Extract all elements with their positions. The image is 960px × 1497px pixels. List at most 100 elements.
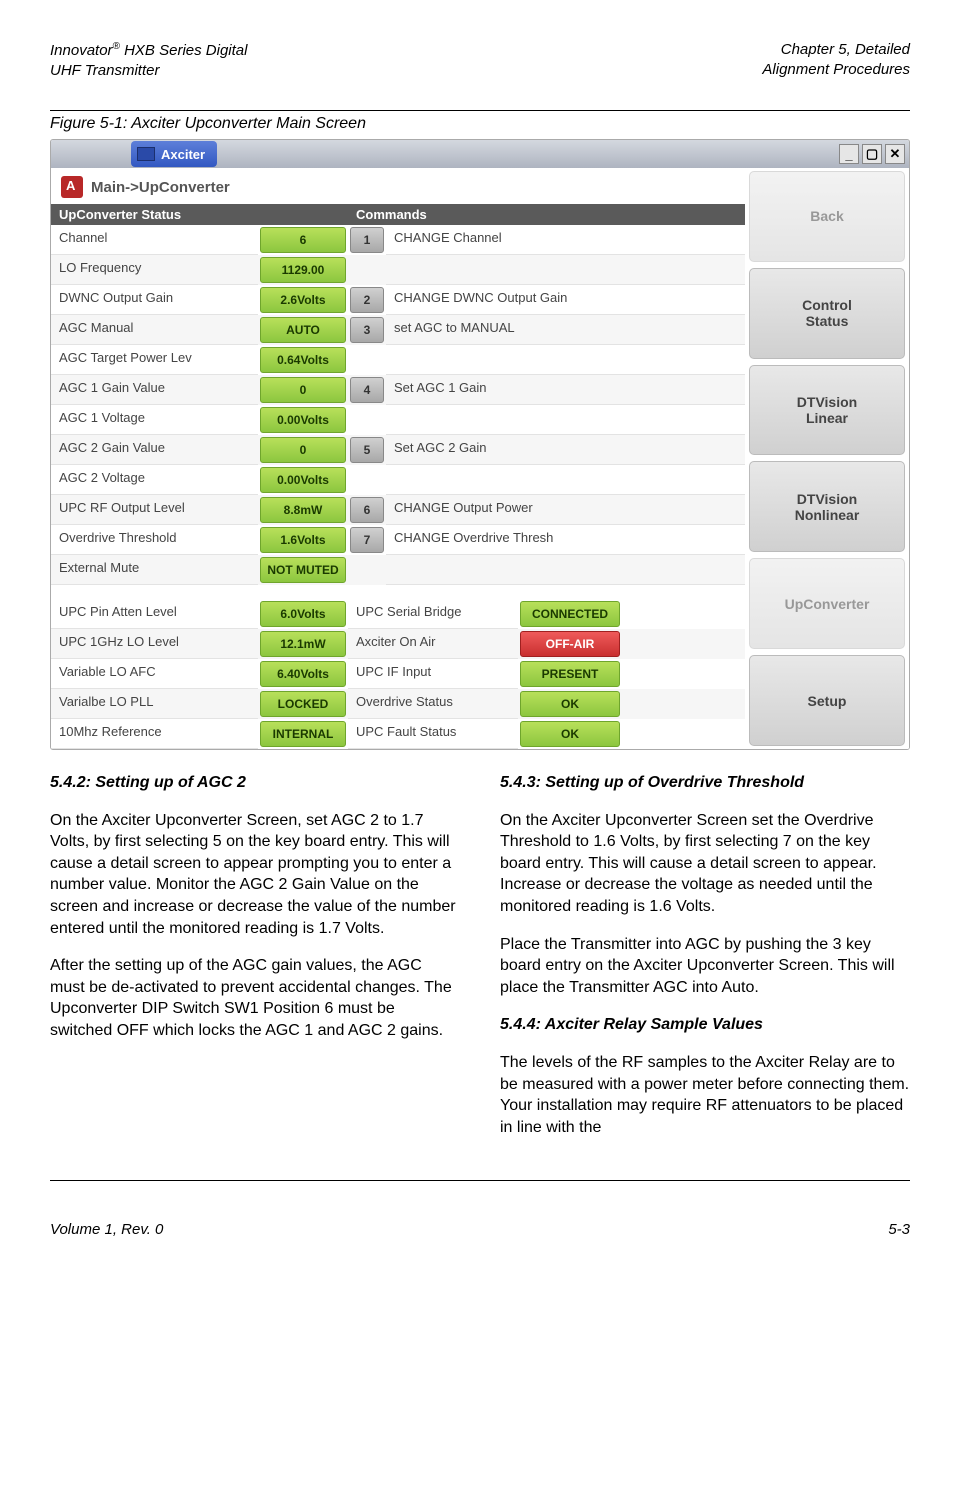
status-label: Channel: [51, 225, 258, 255]
status-value-badge: 0.64Volts: [260, 347, 346, 373]
axciter-window: Axciter _ ▢ ✕ Main->UpConverter UpConver…: [50, 139, 910, 750]
footer-left: Volume 1, Rev. 0: [50, 1221, 163, 1238]
status-value-badge: 1129.00: [260, 257, 346, 283]
status-row: Overdrive Threshold1.6Volts7CHANGE Overd…: [51, 525, 745, 555]
status-label: AGC 1 Voltage: [51, 405, 258, 435]
col-header-status: UpConverter Status: [51, 204, 258, 225]
status-value-badge: AUTO: [260, 317, 346, 343]
lower-value2-badge: OK: [520, 691, 620, 717]
hdr-right-2: Alignment Procedures: [762, 60, 910, 80]
command-label: [386, 465, 745, 495]
status-value-badge: 6: [260, 227, 346, 253]
lower-label-2: UPC IF Input: [348, 659, 518, 689]
lower-row: Varialbe LO PLLLOCKEDOverdrive StatusOK: [51, 689, 745, 719]
command-label: [386, 255, 745, 285]
maximize-button[interactable]: ▢: [862, 144, 882, 164]
lower-label-2: UPC Serial Bridge: [348, 599, 518, 629]
lower-row: UPC 1GHz LO Level12.1mWAxciter On AirOFF…: [51, 629, 745, 659]
status-row: AGC 1 Gain Value04Set AGC 1 Gain: [51, 375, 745, 405]
status-value-badge: 0.00Volts: [260, 467, 346, 493]
command-label: [386, 555, 745, 585]
lower-value-badge: INTERNAL: [260, 721, 346, 747]
command-number-button[interactable]: 7: [350, 527, 384, 553]
app-icon: [61, 176, 83, 198]
command-label: Set AGC 2 Gain: [386, 435, 745, 465]
command-number-button[interactable]: 6: [350, 497, 384, 523]
status-value-badge: 0: [260, 437, 346, 463]
col-header-commands: Commands: [348, 204, 745, 225]
command-number-button[interactable]: 2: [350, 287, 384, 313]
status-value-badge: 1.6Volts: [260, 527, 346, 553]
command-number-button[interactable]: 1: [350, 227, 384, 253]
lower-label: Varialbe LO PLL: [51, 689, 258, 719]
lower-label: 10Mhz Reference: [51, 719, 258, 749]
footer-right: 5-3: [888, 1221, 910, 1238]
status-label: AGC 2 Gain Value: [51, 435, 258, 465]
lower-value2-badge: CONNECTED: [520, 601, 620, 627]
section-5-4-4-heading: 5.4.4: Axciter Relay Sample Values: [500, 1014, 910, 1036]
section-5-4-4-p1: The levels of the RF samples to the Axci…: [500, 1052, 910, 1138]
close-button[interactable]: ✕: [885, 144, 905, 164]
lower-label: UPC 1GHz LO Level: [51, 629, 258, 659]
status-label: AGC 2 Voltage: [51, 465, 258, 495]
command-label: [386, 405, 745, 435]
command-number-button[interactable]: 3: [350, 317, 384, 343]
lower-row: UPC Pin Atten Level6.0VoltsUPC Serial Br…: [51, 599, 745, 629]
status-label: AGC Manual: [51, 315, 258, 345]
status-label: External Mute: [51, 555, 258, 585]
command-label: set AGC to MANUAL: [386, 315, 745, 345]
section-5-4-2-p1: On the Axciter Upconverter Screen, set A…: [50, 810, 460, 940]
section-5-4-3-heading: 5.4.3: Setting up of Overdrive Threshold: [500, 772, 910, 794]
section-5-4-2-p2: After the setting up of the AGC gain val…: [50, 955, 460, 1041]
page-footer: Volume 1, Rev. 0 5-3: [50, 1215, 910, 1238]
side-button[interactable]: Setup: [749, 655, 905, 746]
figure-caption: Figure 5-1: Axciter Upconverter Main Scr…: [50, 115, 910, 133]
page-header: Innovator® HXB Series Digital UHF Transm…: [50, 40, 910, 80]
status-label: DWNC Output Gain: [51, 285, 258, 315]
side-button[interactable]: ControlStatus: [749, 268, 905, 359]
command-label: CHANGE Overdrive Thresh: [386, 525, 745, 555]
side-button[interactable]: DTVisionLinear: [749, 365, 905, 456]
lower-label: Variable LO AFC: [51, 659, 258, 689]
lower-value-badge: LOCKED: [260, 691, 346, 717]
status-value-badge: NOT MUTED: [260, 557, 346, 583]
hdr-left-2: UHF Transmitter: [50, 61, 247, 81]
lower-value-badge: 12.1mW: [260, 631, 346, 657]
lower-row: 10Mhz ReferenceINTERNALUPC Fault StatusO…: [51, 719, 745, 749]
section-5-4-2-heading: 5.4.2: Setting up of AGC 2: [50, 772, 460, 794]
lower-label-2: Overdrive Status: [348, 689, 518, 719]
status-row: AGC 2 Gain Value05Set AGC 2 Gain: [51, 435, 745, 465]
side-button[interactable]: DTVisionNonlinear: [749, 461, 905, 552]
command-label: CHANGE Output Power: [386, 495, 745, 525]
command-label: Set AGC 1 Gain: [386, 375, 745, 405]
window-title: Axciter: [161, 147, 205, 162]
status-row: AGC ManualAUTO3set AGC to MANUAL: [51, 315, 745, 345]
status-label: LO Frequency: [51, 255, 258, 285]
breadcrumb-text: Main->UpConverter: [91, 179, 230, 196]
status-row: AGC 1 Voltage0.00Volts: [51, 405, 745, 435]
lower-value2-badge: PRESENT: [520, 661, 620, 687]
command-number-button[interactable]: 5: [350, 437, 384, 463]
side-button: Back: [749, 171, 905, 262]
status-label: AGC 1 Gain Value: [51, 375, 258, 405]
command-label: CHANGE DWNC Output Gain: [386, 285, 745, 315]
status-value-badge: 0.00Volts: [260, 407, 346, 433]
lower-label: UPC Pin Atten Level: [51, 599, 258, 629]
status-row: LO Frequency1129.00: [51, 255, 745, 285]
lower-value-badge: 6.0Volts: [260, 601, 346, 627]
status-row: UPC RF Output Level8.8mW6CHANGE Output P…: [51, 495, 745, 525]
side-button: UpConverter: [749, 558, 905, 649]
status-label: AGC Target Power Lev: [51, 345, 258, 375]
section-5-4-3-p1: On the Axciter Upconverter Screen set th…: [500, 810, 910, 918]
lower-label-2: Axciter On Air: [348, 629, 518, 659]
breadcrumb: Main->UpConverter: [51, 168, 745, 204]
lower-value-badge: 6.40Volts: [260, 661, 346, 687]
command-number-button[interactable]: 4: [350, 377, 384, 403]
side-panel: BackControlStatusDTVisionLinearDTVisionN…: [745, 168, 909, 749]
status-label: UPC RF Output Level: [51, 495, 258, 525]
hdr-left-1: Innovator® HXB Series Digital: [50, 42, 247, 59]
window-icon: [137, 147, 155, 161]
minimize-button[interactable]: _: [839, 144, 859, 164]
status-label: Overdrive Threshold: [51, 525, 258, 555]
command-label: CHANGE Channel: [386, 225, 745, 255]
